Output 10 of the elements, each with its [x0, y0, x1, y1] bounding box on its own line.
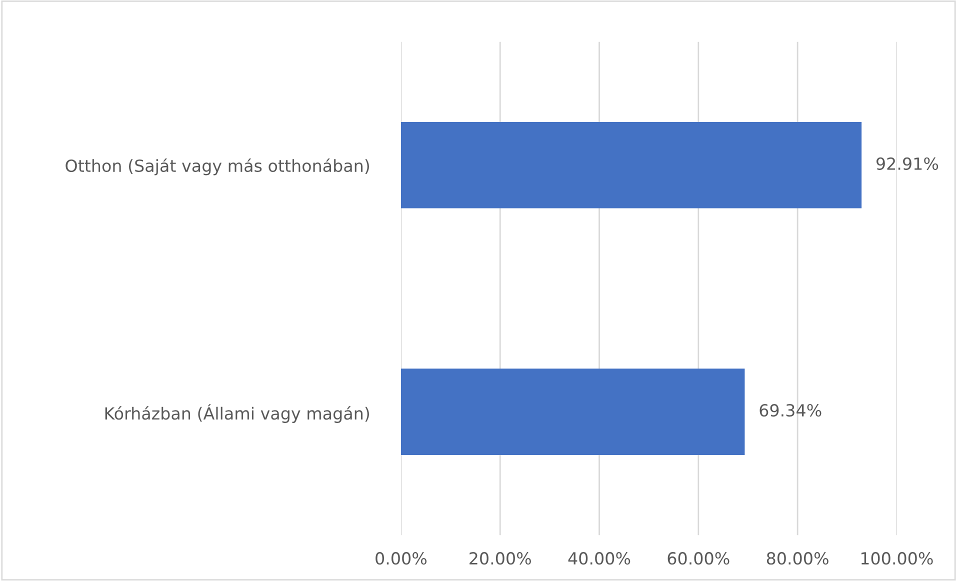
data-label: 92.91%	[876, 157, 938, 170]
y-tick-label: Otthon (Saját vagy más otthonában)	[66, 158, 369, 176]
x-tick-label: 80.00%	[766, 552, 828, 565]
x-tick-label: 0.00%	[376, 552, 427, 565]
x-tick-label: 100.00%	[861, 552, 933, 565]
x-tick-label: 60.00%	[668, 552, 730, 565]
y-tick-label: Kórházban (Állami vagy magán)	[105, 404, 369, 423]
data-label: 69.34%	[760, 404, 822, 417]
x-tick-label: 40.00%	[568, 552, 630, 565]
x-tick-label: 20.00%	[470, 552, 531, 565]
